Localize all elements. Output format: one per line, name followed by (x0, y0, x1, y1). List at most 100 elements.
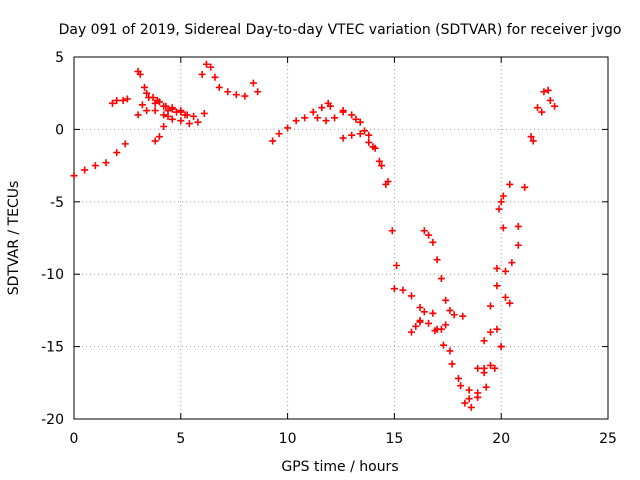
data-point (348, 111, 356, 119)
data-point (91, 162, 99, 170)
chart-title: Day 091 of 2019, Sidereal Day-to-day VTE… (59, 22, 622, 38)
data-point (138, 101, 146, 109)
series-track-22 (497, 88, 559, 351)
series-track-12 (326, 102, 401, 270)
data-point (339, 134, 347, 142)
data-point (160, 111, 168, 119)
x-tick-label: 20 (492, 431, 510, 447)
series-track-21 (474, 267, 509, 401)
data-point (365, 138, 373, 146)
data-points (70, 60, 559, 411)
series-track-5 (140, 83, 159, 115)
data-point (198, 70, 206, 78)
data-point (314, 114, 322, 122)
data-point (487, 302, 495, 310)
data-point (465, 395, 473, 403)
data-point (506, 180, 514, 188)
data-point (160, 102, 168, 110)
y-tick-label: -20 (41, 412, 64, 428)
data-point (540, 88, 548, 96)
data-point (168, 104, 176, 112)
data-point (442, 321, 450, 329)
grid (74, 57, 608, 419)
data-point (339, 108, 347, 116)
data-point (437, 325, 445, 333)
y-tick-label: -5 (50, 195, 64, 211)
data-point (420, 308, 428, 316)
data-point (390, 285, 398, 293)
data-point (442, 296, 450, 304)
data-point (348, 131, 356, 139)
data-point (420, 227, 428, 235)
x-tick-label: 10 (279, 431, 297, 447)
data-point (224, 88, 232, 96)
data-point (202, 60, 210, 68)
data-point (119, 96, 127, 104)
data-point (457, 382, 465, 390)
data-point (491, 364, 499, 372)
series-track-1 (70, 140, 129, 180)
data-point (301, 114, 309, 122)
data-point (465, 386, 473, 394)
x-tick-label: 25 (599, 431, 617, 447)
series-track-11 (314, 107, 392, 186)
data-point (461, 399, 469, 407)
data-point (382, 180, 390, 188)
data-point (529, 137, 537, 145)
data-point (495, 205, 503, 213)
data-point (425, 319, 433, 327)
data-point (149, 94, 157, 102)
data-point (365, 131, 373, 139)
series-track-17 (407, 308, 428, 336)
data-point (416, 304, 424, 312)
y-tick-label: 5 (55, 50, 64, 66)
data-point (322, 117, 330, 125)
data-point (450, 311, 458, 319)
data-point (407, 328, 415, 336)
data-point (143, 89, 151, 97)
data-point (160, 123, 168, 131)
x-tick-label: 15 (385, 431, 403, 447)
data-point (534, 104, 542, 112)
data-point (446, 347, 454, 355)
series-track-3 (134, 99, 208, 128)
data-point (425, 231, 433, 239)
series-track-8 (160, 102, 189, 119)
data-point (275, 130, 283, 138)
data-point (81, 166, 89, 174)
y-tick-label: -10 (41, 267, 64, 283)
data-point (454, 374, 462, 382)
series-track-19 (431, 327, 505, 403)
data-point (123, 95, 131, 103)
data-point (474, 393, 482, 401)
data-point (467, 403, 475, 411)
x-axis-label: GPS time / hours (281, 459, 398, 475)
data-point (215, 83, 223, 91)
data-point (181, 111, 189, 119)
data-point (194, 118, 202, 126)
data-point (113, 149, 121, 157)
data-point (499, 192, 507, 200)
data-point (331, 114, 339, 122)
data-point (155, 98, 163, 106)
data-point (521, 183, 529, 191)
x-tick-label: 5 (176, 431, 185, 447)
data-point (134, 111, 142, 119)
data-point (143, 107, 151, 115)
data-point (388, 227, 396, 235)
data-point (356, 130, 364, 138)
data-point (254, 88, 262, 96)
data-point (190, 112, 198, 120)
data-point (173, 108, 181, 116)
x-tick-label: 0 (70, 431, 79, 447)
data-point (211, 73, 219, 81)
data-point (499, 224, 507, 232)
data-point (318, 104, 326, 112)
data-point (326, 102, 334, 110)
data-point (544, 86, 552, 94)
data-point (506, 299, 514, 307)
data-point (551, 102, 559, 110)
data-point (269, 137, 277, 145)
plot-frame (73, 56, 609, 420)
